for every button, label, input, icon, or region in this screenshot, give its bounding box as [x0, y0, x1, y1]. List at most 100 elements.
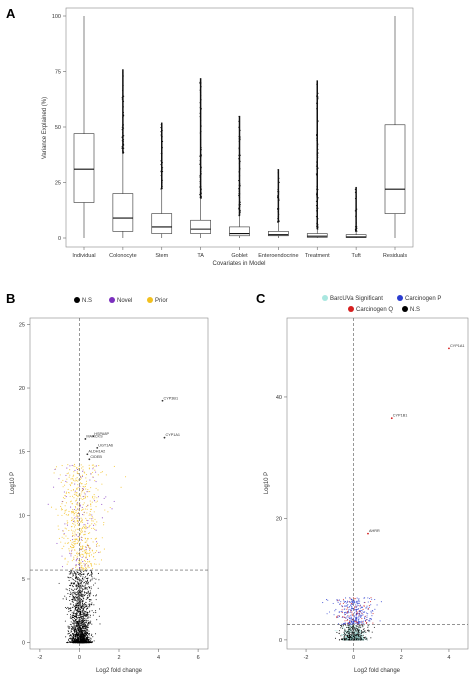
point	[95, 612, 97, 614]
point	[87, 582, 89, 584]
point	[374, 598, 376, 601]
point	[82, 602, 84, 605]
point	[68, 571, 70, 573]
point	[66, 563, 68, 565]
point	[85, 622, 87, 624]
point	[350, 623, 353, 625]
point	[344, 620, 346, 622]
point	[74, 615, 76, 617]
point	[337, 616, 339, 618]
point	[354, 612, 356, 614]
point	[99, 623, 101, 625]
point	[363, 632, 365, 634]
outlier-point	[316, 194, 318, 196]
point	[95, 594, 98, 596]
panel-a-y-tick-label: 75	[55, 70, 61, 76]
point	[92, 568, 94, 570]
point	[70, 633, 72, 636]
point	[322, 602, 324, 604]
point	[77, 515, 79, 517]
point	[76, 588, 78, 590]
point	[95, 545, 98, 547]
point	[75, 480, 77, 482]
point	[83, 486, 85, 488]
point	[78, 541, 80, 543]
point	[90, 588, 92, 590]
point	[346, 639, 348, 641]
point	[72, 530, 74, 532]
point	[69, 465, 71, 467]
point	[63, 537, 65, 539]
outlier-point	[277, 221, 279, 223]
gene-label: UGT1A6	[98, 443, 113, 447]
point	[91, 497, 94, 499]
point	[349, 608, 351, 611]
point	[82, 545, 84, 547]
point	[76, 568, 78, 570]
point	[71, 525, 73, 527]
point	[81, 539, 84, 541]
outlier-point	[200, 186, 202, 188]
point	[93, 552, 95, 554]
point	[361, 626, 363, 628]
point	[352, 601, 354, 604]
outlier-point	[355, 196, 357, 198]
point	[77, 597, 79, 600]
point	[69, 572, 72, 574]
outlier-point	[316, 198, 319, 200]
point	[86, 614, 89, 616]
point	[343, 608, 345, 610]
point	[70, 485, 72, 487]
point	[89, 641, 91, 644]
point	[65, 597, 67, 599]
outlier-point	[354, 210, 356, 212]
box-tuft	[345, 186, 367, 238]
point	[348, 635, 350, 637]
point	[60, 505, 62, 508]
outlier-point	[238, 158, 240, 160]
point	[77, 584, 80, 586]
point	[76, 594, 78, 596]
outlier-point	[238, 197, 241, 199]
point	[82, 588, 84, 590]
point	[70, 576, 72, 579]
point	[357, 635, 359, 637]
point	[76, 558, 78, 561]
point	[71, 568, 73, 570]
point	[73, 642, 75, 644]
panel-a-x-tick-label: Individual	[72, 253, 95, 259]
point	[86, 631, 88, 634]
point	[77, 520, 79, 522]
point	[87, 612, 89, 614]
outlier-point	[356, 225, 358, 228]
point	[333, 614, 335, 616]
point	[74, 480, 76, 482]
outlier-point	[122, 135, 124, 137]
point	[343, 623, 345, 625]
point	[77, 606, 79, 608]
outlier-point	[200, 154, 202, 156]
point	[343, 634, 345, 636]
point	[359, 607, 361, 609]
point	[67, 630, 69, 632]
point	[88, 514, 90, 516]
outlier-point	[316, 210, 318, 212]
labeled-point	[88, 458, 91, 461]
point	[360, 630, 362, 632]
outlier-point	[238, 115, 240, 118]
point	[68, 579, 70, 582]
point	[120, 486, 122, 488]
point	[80, 622, 82, 624]
outlier-point	[316, 188, 318, 190]
outlier-point	[122, 115, 125, 117]
point	[72, 619, 74, 621]
point	[365, 612, 368, 614]
point	[65, 514, 67, 516]
point	[76, 617, 78, 619]
outlier-point	[316, 221, 318, 223]
point	[95, 465, 97, 467]
point	[78, 586, 80, 588]
point	[76, 611, 78, 613]
point	[80, 539, 82, 541]
